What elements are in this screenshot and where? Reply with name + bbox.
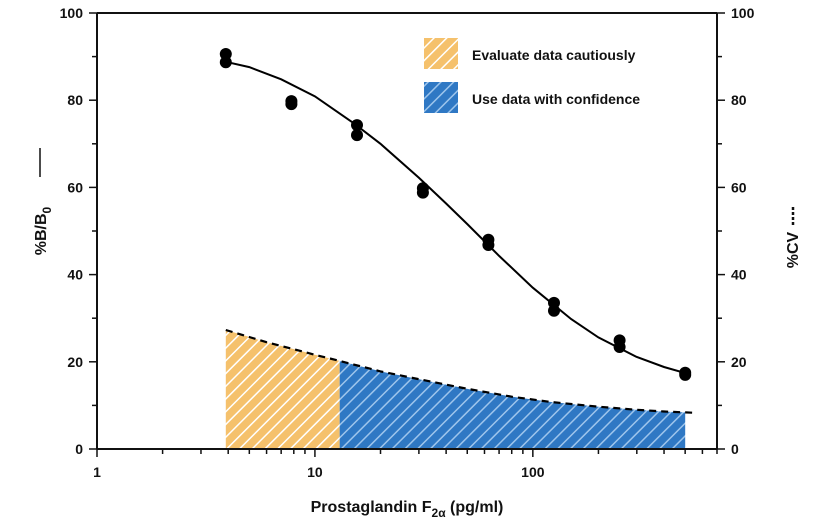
data-point [613,341,626,353]
y-tick-label-left: 100 [60,5,84,21]
region-caution [225,330,340,449]
cv-dashed-line [225,328,695,414]
y-tick-label-right: 60 [731,179,747,195]
legend-swatch-caution [424,38,458,69]
legend: Evaluate data cautiously Use data with c… [424,38,640,113]
y-tick-label-left: 0 [75,441,83,457]
x-tick-label: 10 [307,464,323,480]
y-tick-label-left: 20 [67,354,83,370]
x-tick-label: 100 [521,464,545,480]
data-points-layer [219,48,692,381]
x-tick-label: 1 [93,464,101,480]
legend-label-caution: Evaluate data cautiously [472,47,636,63]
legend-swatch-confidence [424,82,458,113]
ticks: 0 0 20 20 40 40 60 60 80 80 100 100 1 10 100 [60,5,755,480]
data-point [548,304,560,317]
data-point [219,56,232,69]
region-confidence [339,360,686,449]
data-point [219,48,232,60]
y-tick-label-right: 80 [731,92,747,108]
y-tick-label-right: 100 [731,5,755,21]
x-axis-title: Prostaglandin F2α (pg/ml) [311,499,504,520]
right-axis-title: %CV [785,231,802,268]
y-tick-label-left: 60 [67,179,83,195]
data-point [351,129,363,142]
data-point [285,98,298,111]
y-tick-label-left: 80 [67,92,83,108]
y-tick-label-right: 40 [731,267,747,283]
y-tick-label-right: 0 [731,441,739,457]
data-point [416,186,429,199]
cv-curve-layer [225,328,695,414]
legend-label-confidence: Use data with confidence [472,91,640,107]
y-tick-label-right: 20 [731,354,747,370]
left-axis-title: %B/B0 [33,206,54,255]
data-point [482,239,495,251]
data-point [679,368,692,381]
y-tick-label-left: 40 [67,267,83,283]
shaded-regions [225,330,686,449]
data-point [351,119,363,132]
